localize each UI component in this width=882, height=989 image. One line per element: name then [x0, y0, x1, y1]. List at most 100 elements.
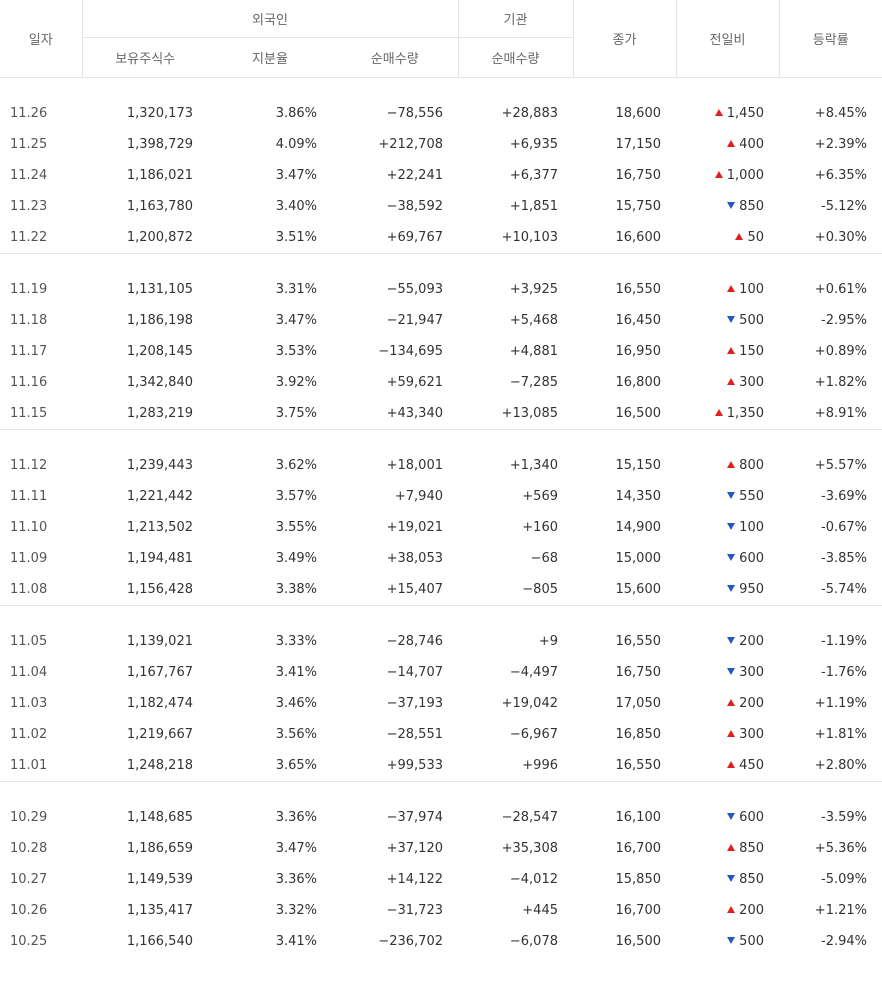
cell-close: 15,750: [573, 191, 676, 222]
cell-date: 10.27: [0, 864, 82, 895]
cell-date: 11.19: [0, 274, 82, 305]
table-row: 11.26 1,320,173 3.86% −78,556 +28,883 18,600 1…: [0, 98, 882, 129]
investor-trading-table: 일자 외국인 기관 종가 전일비 등락률 보유주식수 지분율 순매수량 순매수량…: [0, 0, 882, 957]
header-change: 전일비: [676, 0, 779, 78]
cell-rate: +2.39%: [779, 129, 882, 160]
triangle-up-icon: [727, 906, 735, 913]
cell-date: 11.17: [0, 336, 82, 367]
table-row: 11.03 1,182,474 3.46% −37,193 +19,042 17,050 2…: [0, 688, 882, 719]
cell-date: 11.15: [0, 398, 82, 430]
group-separator: [0, 782, 882, 803]
cell-holdings: 1,239,443: [82, 450, 208, 481]
cell-holdings: 1,148,685: [82, 802, 208, 833]
change-value: 50: [747, 230, 764, 245]
change-value: 200: [739, 696, 764, 711]
change-value: 300: [739, 375, 764, 390]
cell-change: 1,450: [676, 98, 779, 129]
table-body: 11.26 1,320,173 3.86% −78,556 +28,883 18,600 1…: [0, 78, 882, 958]
table-row: 11.18 1,186,198 3.47% −21,947 +5,468 16,450 50…: [0, 305, 882, 336]
change-value: 600: [739, 551, 764, 566]
cell-institution-net: +19,042: [458, 688, 573, 719]
cell-foreign-net: −28,746: [332, 626, 458, 657]
cell-institution-net: +6,377: [458, 160, 573, 191]
cell-ownership: 3.56%: [208, 719, 332, 750]
separator-cell: [0, 606, 882, 627]
header-rate: 등락률: [779, 0, 882, 78]
cell-institution-net: +3,925: [458, 274, 573, 305]
cell-foreign-net: −78,556: [332, 98, 458, 129]
cell-holdings: 1,186,659: [82, 833, 208, 864]
triangle-up-icon: [735, 233, 743, 240]
table-row: 11.10 1,213,502 3.55% +19,021 +160 14,900 100 -…: [0, 512, 882, 543]
triangle-down-icon: [727, 937, 735, 944]
cell-close: 16,450: [573, 305, 676, 336]
change-value: 300: [739, 665, 764, 680]
cell-holdings: 1,194,481: [82, 543, 208, 574]
table-row: 11.12 1,239,443 3.62% +18,001 +1,340 15,150 80…: [0, 450, 882, 481]
cell-change: 850: [676, 833, 779, 864]
cell-rate: -3.59%: [779, 802, 882, 833]
cell-change: 150: [676, 336, 779, 367]
triangle-up-icon: [727, 761, 735, 768]
cell-institution-net: −7,285: [458, 367, 573, 398]
cell-ownership: 3.36%: [208, 802, 332, 833]
table-row: 11.09 1,194,481 3.49% +38,053 −68 15,000 600 -3…: [0, 543, 882, 574]
cell-foreign-net: −21,947: [332, 305, 458, 336]
cell-institution-net: +996: [458, 750, 573, 782]
cell-rate: +0.89%: [779, 336, 882, 367]
cell-close: 14,900: [573, 512, 676, 543]
cell-ownership: 3.47%: [208, 833, 332, 864]
cell-foreign-net: +59,621: [332, 367, 458, 398]
cell-rate: -3.69%: [779, 481, 882, 512]
cell-institution-net: +4,881: [458, 336, 573, 367]
triangle-down-icon: [727, 316, 735, 323]
triangle-up-icon: [715, 109, 723, 116]
group-separator: [0, 78, 882, 99]
change-value: 100: [739, 520, 764, 535]
cell-rate: +8.45%: [779, 98, 882, 129]
header-foreign-net: 순매수량: [332, 38, 458, 78]
cell-ownership: 3.38%: [208, 574, 332, 606]
separator-cell: [0, 78, 882, 99]
cell-close: 16,550: [573, 750, 676, 782]
triangle-down-icon: [727, 523, 735, 530]
cell-ownership: 3.75%: [208, 398, 332, 430]
header-date: 일자: [0, 0, 82, 78]
table-row: 11.02 1,219,667 3.56% −28,551 −6,967 16,850 30…: [0, 719, 882, 750]
cell-institution-net: +5,468: [458, 305, 573, 336]
change-value: 100: [739, 282, 764, 297]
cell-date: 10.25: [0, 926, 82, 957]
cell-institution-net: +10,103: [458, 222, 573, 254]
change-value: 600: [739, 810, 764, 825]
change-value: 550: [739, 489, 764, 504]
change-value: 800: [739, 458, 764, 473]
cell-close: 15,600: [573, 574, 676, 606]
cell-foreign-net: −37,193: [332, 688, 458, 719]
cell-close: 16,700: [573, 833, 676, 864]
cell-close: 16,850: [573, 719, 676, 750]
cell-ownership: 3.57%: [208, 481, 332, 512]
header-close: 종가: [573, 0, 676, 78]
triangle-down-icon: [727, 554, 735, 561]
group-separator: [0, 606, 882, 627]
cell-change: 100: [676, 512, 779, 543]
cell-change: 400: [676, 129, 779, 160]
cell-change: 550: [676, 481, 779, 512]
change-value: 1,450: [727, 106, 764, 121]
cell-ownership: 3.32%: [208, 895, 332, 926]
table-row: 11.22 1,200,872 3.51% +69,767 +10,103 16,600 5…: [0, 222, 882, 254]
cell-rate: +1.21%: [779, 895, 882, 926]
group-separator: [0, 430, 882, 451]
cell-institution-net: −6,078: [458, 926, 573, 957]
cell-ownership: 3.62%: [208, 450, 332, 481]
change-value: 950: [739, 582, 764, 597]
cell-close: 17,050: [573, 688, 676, 719]
cell-date: 11.18: [0, 305, 82, 336]
cell-close: 16,550: [573, 274, 676, 305]
separator-cell: [0, 430, 882, 451]
cell-rate: -5.74%: [779, 574, 882, 606]
cell-institution-net: +9: [458, 626, 573, 657]
change-value: 200: [739, 634, 764, 649]
table-header: 일자 외국인 기관 종가 전일비 등락률 보유주식수 지분율 순매수량 순매수량: [0, 0, 882, 78]
cell-holdings: 1,182,474: [82, 688, 208, 719]
